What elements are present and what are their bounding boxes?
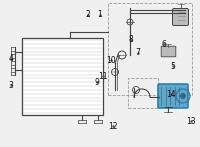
Bar xyxy=(22,38,103,115)
FancyBboxPatch shape xyxy=(158,84,188,108)
Text: 3: 3 xyxy=(9,81,13,90)
FancyBboxPatch shape xyxy=(172,9,188,25)
Text: 5: 5 xyxy=(171,62,175,71)
Bar xyxy=(108,3,192,95)
Text: 1: 1 xyxy=(98,10,102,19)
Text: 12: 12 xyxy=(108,122,118,131)
Circle shape xyxy=(180,93,186,99)
Bar xyxy=(128,78,158,108)
Text: 9: 9 xyxy=(95,78,99,87)
Text: 4: 4 xyxy=(9,54,13,63)
Text: 11: 11 xyxy=(98,72,108,81)
Text: 10: 10 xyxy=(106,56,116,65)
Text: 7: 7 xyxy=(136,48,140,57)
Text: 8: 8 xyxy=(129,35,133,44)
FancyBboxPatch shape xyxy=(161,46,176,57)
Text: 6: 6 xyxy=(162,40,166,49)
Text: 2: 2 xyxy=(86,10,90,19)
Text: 14: 14 xyxy=(166,90,176,99)
Text: 13: 13 xyxy=(186,117,196,126)
